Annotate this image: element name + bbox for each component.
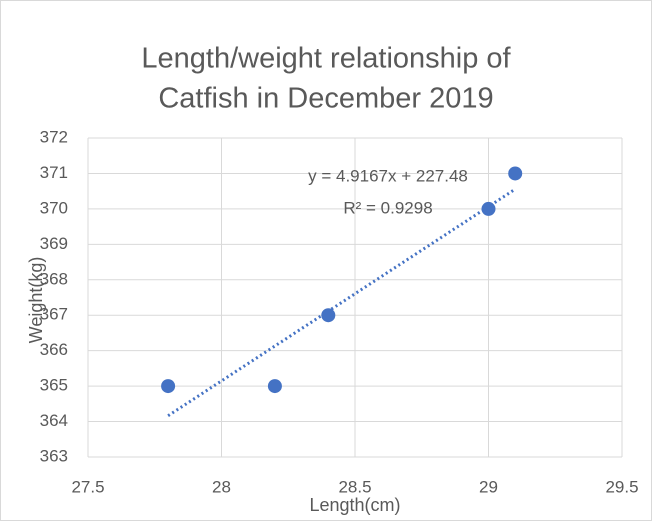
trendline-equation: y = 4.9167x + 227.48 <box>308 166 468 185</box>
x-tick-label: 29.5 <box>605 477 638 496</box>
y-tick-label: 370 <box>40 198 68 217</box>
y-tick-label: 364 <box>40 411 68 430</box>
x-axis-label: Length(cm) <box>309 495 400 515</box>
y-tick-label: 371 <box>40 163 68 182</box>
point <box>267 379 282 394</box>
point <box>321 308 336 323</box>
chart-title: Catfish in December 2019 <box>158 83 493 115</box>
x-tick-label: 28.5 <box>338 477 371 496</box>
y-tick-label: 369 <box>40 234 68 253</box>
point <box>508 166 523 181</box>
point <box>481 201 496 216</box>
y-tick-label: 366 <box>40 340 68 359</box>
y-axis-label: Weight(kg) <box>26 257 46 344</box>
trendline <box>167 187 517 417</box>
x-tick-label: 28 <box>212 477 231 496</box>
y-tick-label: 372 <box>40 127 68 146</box>
y-tick-label: 368 <box>40 269 68 288</box>
trendline-r-squared: R² = 0.9298 <box>343 198 432 217</box>
y-tick-label: 363 <box>40 446 68 465</box>
point <box>161 379 176 394</box>
y-tick-label: 367 <box>40 305 68 324</box>
x-tick-label: 27.5 <box>71 477 104 496</box>
y-tick-label: 365 <box>40 376 68 395</box>
chart-title: Length/weight relationship of <box>141 43 511 75</box>
x-tick-label: 29 <box>479 477 498 496</box>
